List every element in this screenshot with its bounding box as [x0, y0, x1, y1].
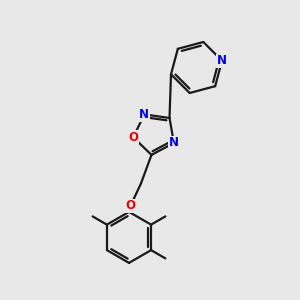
Text: N: N	[217, 54, 227, 67]
Text: O: O	[125, 200, 136, 212]
Text: O: O	[128, 131, 138, 144]
Text: N: N	[169, 136, 179, 149]
Text: N: N	[140, 108, 149, 121]
